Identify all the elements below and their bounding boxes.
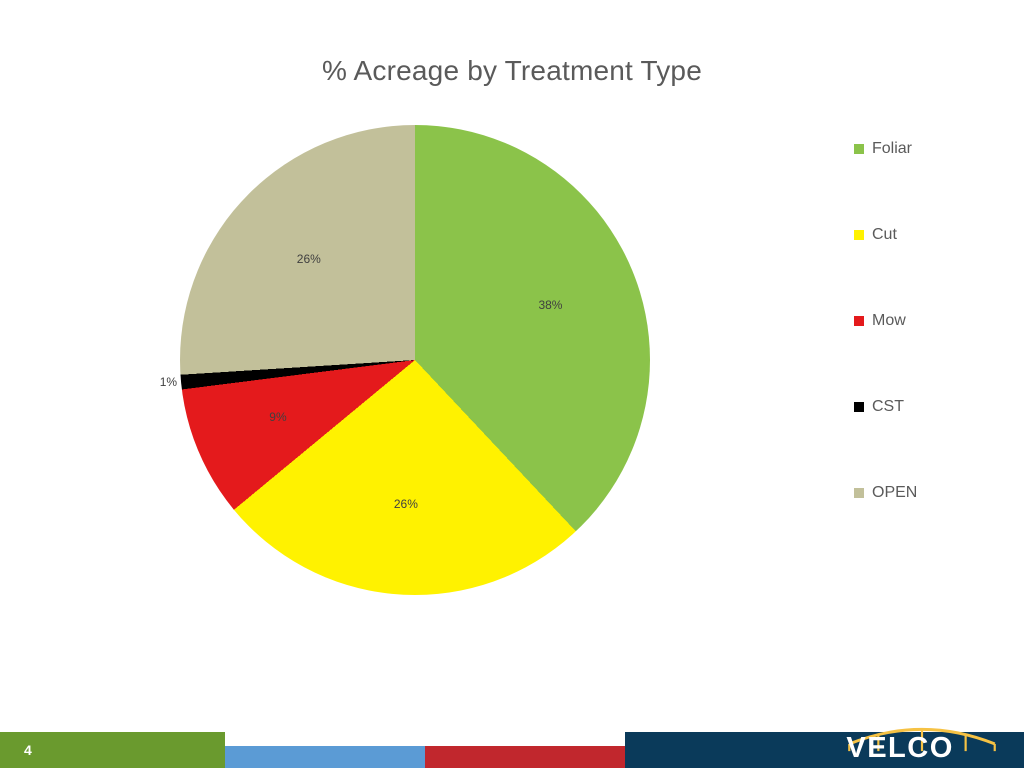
- velco-logo: VELCO: [842, 718, 1002, 764]
- legend-swatch-cst: [854, 402, 864, 412]
- footer-seg-blue: [225, 746, 425, 768]
- slice-label-foliar: 38%: [538, 298, 562, 312]
- pie-chart: 38%26%9%1%26%: [180, 125, 650, 595]
- pie-canvas: [180, 125, 650, 595]
- legend-swatch-mow: [854, 316, 864, 326]
- slice-label-cut: 26%: [394, 497, 418, 511]
- legend-swatch-open: [854, 488, 864, 498]
- legend-swatch-foliar: [854, 144, 864, 154]
- legend-item-foliar: Foliar: [854, 140, 984, 158]
- footer-bar: 4 VELCO: [0, 732, 1024, 768]
- legend-label: Cut: [872, 226, 897, 244]
- footer-seg-red: [425, 746, 625, 768]
- svg-text:VELCO: VELCO: [846, 732, 953, 764]
- slice-label-open: 26%: [297, 252, 321, 266]
- legend-swatch-cut: [854, 230, 864, 240]
- legend-item-cst: CST: [854, 398, 984, 416]
- legend-item-mow: Mow: [854, 312, 984, 330]
- legend-label: CST: [872, 398, 904, 416]
- footer-seg-green: [0, 732, 225, 768]
- slice-label-cst: 1%: [160, 375, 177, 389]
- legend: Foliar Cut Mow CST OPEN: [854, 140, 984, 570]
- legend-label: Mow: [872, 312, 906, 330]
- legend-label: Foliar: [872, 140, 912, 158]
- legend-item-open: OPEN: [854, 484, 984, 502]
- chart-title: % Acreage by Treatment Type: [0, 55, 1024, 87]
- legend-label: OPEN: [872, 484, 917, 502]
- page-number: 4: [24, 742, 32, 758]
- slice-label-mow: 9%: [269, 410, 286, 424]
- legend-item-cut: Cut: [854, 226, 984, 244]
